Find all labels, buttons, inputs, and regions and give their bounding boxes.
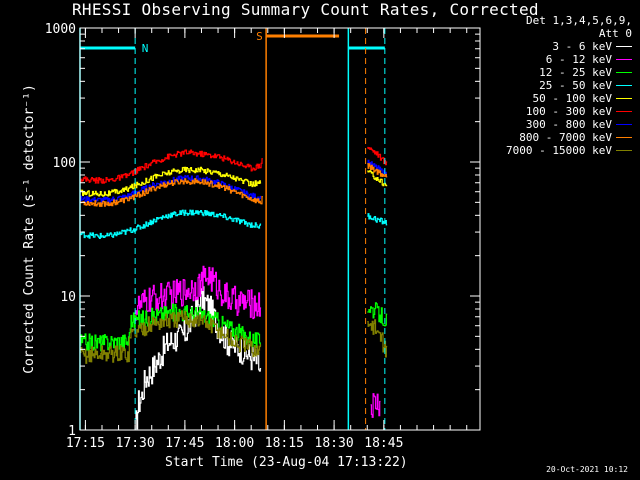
series-line [367,170,388,187]
legend-item: 300 - 800 keV [506,118,632,131]
legend-item-label: 3 - 6 keV [552,40,612,53]
series-line [367,319,388,358]
x-tick-label: 17:15 [66,436,105,451]
legend: Det 1,3,4,5,6,9, Att 0 3 - 6 keV 6 - 12 k… [506,14,632,157]
legend-item-label: 50 - 100 keV [532,92,612,105]
series-line [367,302,388,327]
plot-frame [79,27,481,431]
series-line [80,178,263,207]
legend-swatch [616,150,632,151]
x-tick-label: 18:45 [364,436,403,451]
legend-swatch [616,98,632,99]
x-tick-label: 17:45 [165,436,204,451]
legend-item: 12 - 25 keV [506,66,632,79]
series-line [367,213,388,226]
series-line [367,146,388,166]
x-tick-label: 18:15 [265,436,304,451]
legend-item-label: 100 - 300 keV [525,105,612,118]
legend-item: 50 - 100 keV [506,92,632,105]
series-line [80,310,262,364]
y-tick-label: 10 [60,290,76,305]
y-axis-label: Corrected Count Rate (s⁻¹ detector⁻¹) [22,84,37,374]
legend-item-label: 300 - 800 keV [525,118,612,131]
legend-swatch [616,59,632,60]
legend-item-label: 25 - 50 keV [539,79,612,92]
series-line [135,286,262,430]
legend-item: 100 - 300 keV [506,105,632,118]
series-line [80,303,262,352]
legend-swatch [616,72,632,73]
legend-detectors: Det 1,3,4,5,6,9, [526,14,632,27]
series-line [80,149,263,184]
flags-layer: NS [79,28,386,430]
x-tick-label: 18:30 [315,436,354,451]
legend-swatch [616,137,632,138]
legend-item-label: 6 - 12 keV [545,53,612,66]
legend-item: 6 - 12 keV [506,53,632,66]
flag-label: N [142,42,149,55]
legend-item: 25 - 50 keV [506,79,632,92]
x-axis-label: Start Time (23-Aug-04 17:13:22) [165,455,408,470]
series-line [367,163,388,178]
y-tick-label: 1 [68,424,76,439]
y-tick-label: 100 [53,156,76,171]
legend-item-label: 7000 - 15000 keV [506,144,612,157]
legend-swatch [616,46,632,47]
axes-layer: 17:15 17:30 17:45 18:00 18:15 18:30 18:45 1 10 10… [45,22,480,451]
series-layer [80,146,388,430]
series-line [80,209,262,239]
x-tick-label: 18:00 [215,436,254,451]
legend-swatch [616,85,632,86]
legend-item: 800 - 7000 keV [506,131,632,144]
series-line [370,393,381,418]
legend-attenuator: Att 0 [598,27,632,40]
legend-item: 3 - 6 keV [506,40,632,53]
legend-item-label: 12 - 25 keV [539,66,612,79]
timestamp: 20-Oct-2021 10:12 [546,465,628,474]
legend-swatch [616,124,632,125]
legend-swatch [616,111,632,112]
chart-title: RHESSI Observing Summary Count Rates, Co… [72,0,539,19]
series-line [80,166,262,197]
y-tick-label: 1000 [45,22,76,37]
legend-item-label: 800 - 7000 keV [519,131,612,144]
x-tick-label: 17:30 [116,436,155,451]
series-line [135,265,262,321]
flag-label: S [256,30,263,43]
legend-item: 7000 - 15000 keV [506,144,632,157]
